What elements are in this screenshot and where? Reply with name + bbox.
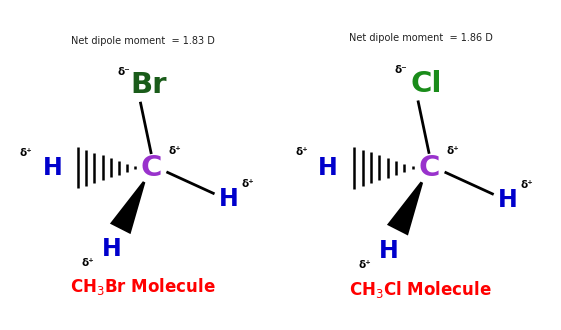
Text: C: C xyxy=(419,154,440,182)
Polygon shape xyxy=(110,181,145,234)
Text: δ⁻: δ⁻ xyxy=(395,65,407,75)
Text: δ⁺: δ⁺ xyxy=(521,180,534,190)
Text: δ⁺: δ⁺ xyxy=(20,148,33,158)
Text: δ⁺: δ⁺ xyxy=(358,260,371,270)
Text: Br: Br xyxy=(130,71,167,99)
Text: Cl: Cl xyxy=(411,70,442,98)
Text: δ⁺: δ⁺ xyxy=(447,146,459,156)
Text: H: H xyxy=(43,156,62,180)
Polygon shape xyxy=(387,182,423,236)
Text: C: C xyxy=(141,154,162,182)
Text: Net dipole moment  = 1.86 D: Net dipole moment = 1.86 D xyxy=(349,33,493,43)
Text: CH$_3$Cl Molecule: CH$_3$Cl Molecule xyxy=(350,279,492,300)
Text: δ⁺: δ⁺ xyxy=(241,179,254,189)
Text: CH$_3$Br Molecule: CH$_3$Br Molecule xyxy=(70,276,216,297)
Text: δ⁺: δ⁺ xyxy=(295,148,308,157)
Text: H: H xyxy=(102,237,121,261)
Text: Net dipole moment  = 1.83 D: Net dipole moment = 1.83 D xyxy=(71,36,215,46)
Text: δ⁻: δ⁻ xyxy=(117,67,130,77)
Text: H: H xyxy=(498,188,518,212)
Text: H: H xyxy=(218,187,238,211)
Text: H: H xyxy=(318,156,338,180)
Text: δ⁺: δ⁺ xyxy=(82,258,94,268)
Text: δ⁺: δ⁺ xyxy=(168,146,181,156)
Text: H: H xyxy=(379,239,398,263)
